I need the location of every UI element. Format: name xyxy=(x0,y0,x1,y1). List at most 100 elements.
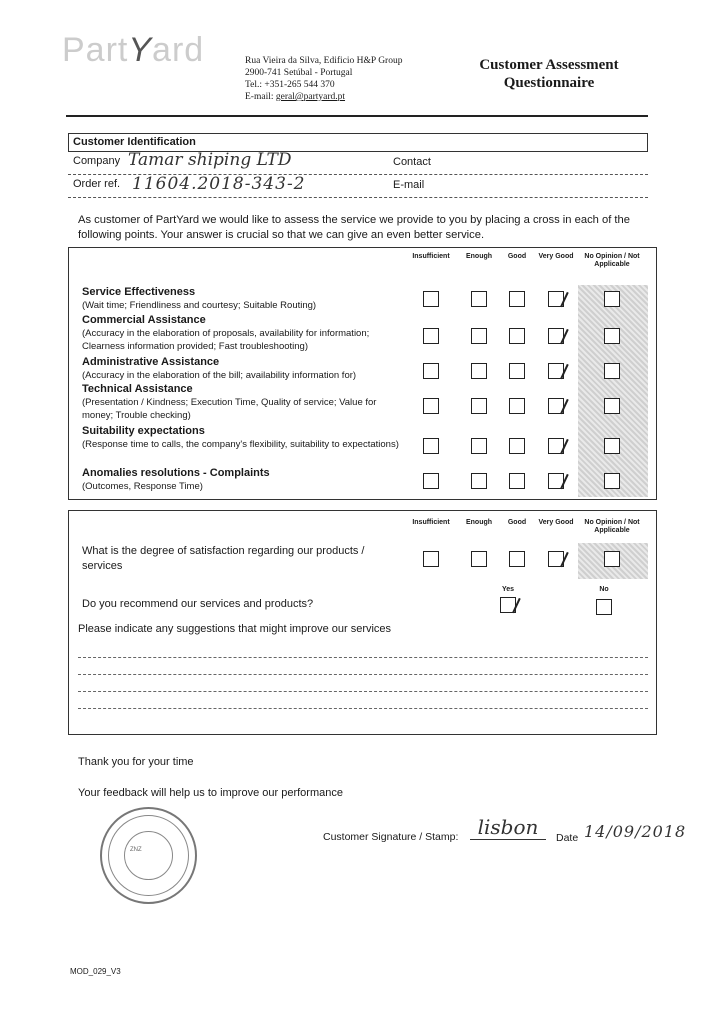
recommend-question: Do you recommend our services and produc… xyxy=(82,598,314,610)
recommend-no-checkbox[interactable] xyxy=(596,599,612,615)
rating-column-header: Insufficient xyxy=(412,253,450,260)
rating-checkbox-no-opinion-not-applicable[interactable] xyxy=(604,438,620,454)
rating-checkbox-insufficient[interactable] xyxy=(423,473,439,489)
email-label: E-mail xyxy=(393,179,425,191)
address-line: Tel.: +351-265 544 370 xyxy=(245,80,335,90)
question-description: (Accuracy in the elaboration of the bill… xyxy=(82,370,357,381)
question-description: (Accuracy in the elaboration of proposal… xyxy=(82,328,370,352)
date-field[interactable]: 14/09/2018 xyxy=(584,822,687,841)
no-label: No xyxy=(599,586,609,593)
rating-checkbox-no-opinion-not-applicable[interactable] xyxy=(604,291,620,307)
rating-checkbox-good[interactable] xyxy=(509,551,525,567)
rating-checkbox-good[interactable] xyxy=(509,363,525,379)
rating-checkbox-very-good[interactable] xyxy=(548,328,564,344)
divider xyxy=(68,197,648,198)
rating-checkbox-enough[interactable] xyxy=(471,438,487,454)
intro-text: As customer of PartYard we would like to… xyxy=(78,214,630,241)
rating-checkbox-very-good[interactable] xyxy=(548,398,564,414)
company-address: Rua Vieira da Silva, Edificio H&P Group … xyxy=(245,55,402,103)
rating-checkbox-enough[interactable] xyxy=(471,473,487,489)
address-email: E-mail: geral@partyard.pt xyxy=(245,92,346,102)
thank-you-text: Thank you for your time xyxy=(78,756,194,768)
question-title: Administrative Assistance xyxy=(82,356,220,368)
rating-checkbox-insufficient[interactable] xyxy=(423,438,439,454)
rating-checkbox-enough[interactable] xyxy=(471,291,487,307)
rating-column-header: Very Good xyxy=(538,519,574,526)
rating-checkbox-no-opinion-not-applicable[interactable] xyxy=(604,551,620,567)
suggestions-label: Please indicate any suggestions that mig… xyxy=(78,623,392,635)
rating-column-header: Insufficient xyxy=(412,519,450,526)
date-label: Date xyxy=(556,832,579,844)
rating-checkbox-good[interactable] xyxy=(509,438,525,454)
rating-checkbox-very-good[interactable] xyxy=(548,363,564,379)
satisfaction-question: What is the degree of satisfaction regar… xyxy=(82,545,365,572)
rating-checkbox-no-opinion-not-applicable[interactable] xyxy=(604,473,620,489)
rating-column-header: Enough xyxy=(465,253,493,260)
rating-checkbox-very-good[interactable] xyxy=(548,551,564,567)
question-title: Anomalies resolutions - Complaints xyxy=(82,467,270,479)
address-line: Rua Vieira da Silva, Edificio H&P Group xyxy=(245,56,403,66)
rating-column-header: Good xyxy=(507,519,527,526)
rating-checkbox-enough[interactable] xyxy=(471,398,487,414)
question-description: (Outcomes, Response Time) xyxy=(82,481,203,492)
rating-checkbox-very-good[interactable] xyxy=(548,291,564,307)
rating-checkbox-insufficient[interactable] xyxy=(423,328,439,344)
suggestion-line[interactable] xyxy=(78,691,648,692)
not-applicable-shade xyxy=(578,285,648,497)
rating-checkbox-insufficient[interactable] xyxy=(423,291,439,307)
question-description: (Presentation / Kindness; Execution Time… xyxy=(82,397,377,421)
partyard-logo: PartYard xyxy=(62,32,220,78)
question-description: (Response time to calls, the company's f… xyxy=(82,439,399,450)
rating-checkbox-insufficient[interactable] xyxy=(423,363,439,379)
contact-label: Contact xyxy=(393,156,431,168)
rating-checkbox-very-good[interactable] xyxy=(548,438,564,454)
signature-label: Customer Signature / Stamp: xyxy=(323,831,459,843)
rating-checkbox-no-opinion-not-applicable[interactable] xyxy=(604,363,620,379)
question-description: (Wait time; Friendliness and courtesy; S… xyxy=(82,300,317,311)
question-title: Commercial Assistance xyxy=(82,314,206,326)
divider xyxy=(68,174,648,175)
order-ref-field[interactable]: 11604.2018-343-2 xyxy=(132,174,306,194)
rating-checkbox-enough[interactable] xyxy=(471,328,487,344)
rating-column-header: No Opinion / Not Applicable xyxy=(584,253,640,268)
company-field[interactable]: Tamar shiping LTD xyxy=(128,150,292,170)
order-ref-label: Order ref. xyxy=(73,178,121,190)
suggestion-line[interactable] xyxy=(78,657,648,658)
customer-identification-box xyxy=(68,133,648,152)
rating-checkbox-good[interactable] xyxy=(509,398,525,414)
question-title: Technical Assistance xyxy=(82,383,193,395)
document-title: Customer Assessment Questionnaire xyxy=(479,57,619,91)
rating-column-header: Very Good xyxy=(538,253,574,260)
rating-checkbox-insufficient[interactable] xyxy=(423,398,439,414)
logo-wordmark: PartYard xyxy=(62,31,205,69)
rating-checkbox-enough[interactable] xyxy=(471,551,487,567)
form-code: MOD_029_V3 xyxy=(70,967,121,976)
yes-label: Yes xyxy=(501,586,515,593)
address-line: 2900-741 Setúbal - Portugal xyxy=(245,68,353,78)
rating-checkbox-enough[interactable] xyxy=(471,363,487,379)
rating-column-header: Enough xyxy=(465,519,493,526)
rating-checkbox-good[interactable] xyxy=(509,473,525,489)
suggestion-line[interactable] xyxy=(78,674,648,675)
rating-checkbox-good[interactable] xyxy=(509,328,525,344)
email-link[interactable]: geral@partyard.pt xyxy=(275,92,346,102)
suggestion-line[interactable] xyxy=(78,708,648,709)
company-label: Company xyxy=(73,155,121,167)
rating-column-header: No Opinion / Not Applicable xyxy=(584,519,640,534)
section-title: Customer Identification xyxy=(73,136,196,148)
rating-column-header: Good xyxy=(507,253,527,260)
overall-box xyxy=(68,510,657,735)
header-divider xyxy=(66,115,648,117)
signature-field[interactable]: lisbon xyxy=(470,815,546,840)
recommend-yes-checkbox[interactable] xyxy=(500,597,516,613)
rating-checkbox-very-good[interactable] xyxy=(548,473,564,489)
question-title: Service Effectiveness xyxy=(82,286,196,298)
rating-checkbox-no-opinion-not-applicable[interactable] xyxy=(604,328,620,344)
feedback-text: Your feedback will help us to improve ou… xyxy=(78,787,343,799)
ship-stamp: ZNZ xyxy=(100,807,197,904)
rating-checkbox-no-opinion-not-applicable[interactable] xyxy=(604,398,620,414)
rating-checkbox-insufficient[interactable] xyxy=(423,551,439,567)
rating-checkbox-good[interactable] xyxy=(509,291,525,307)
question-title: Suitability expectations xyxy=(82,425,205,437)
service-rating-box xyxy=(68,247,657,500)
